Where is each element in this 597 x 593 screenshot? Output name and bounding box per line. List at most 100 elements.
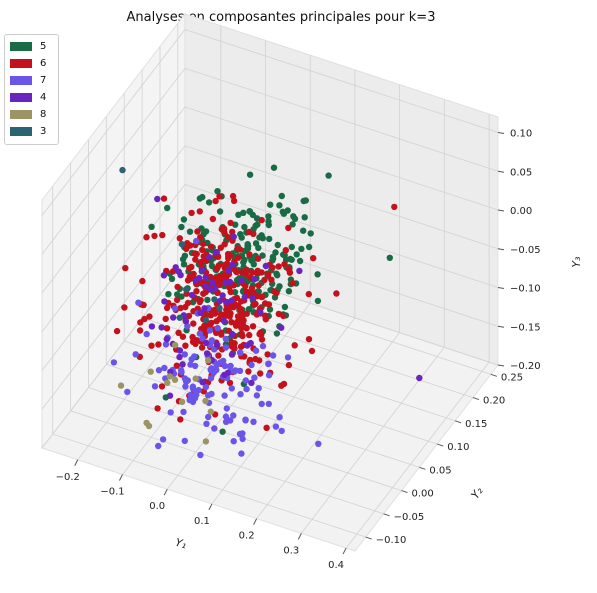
data-point (177, 304, 184, 312)
data-point (252, 355, 259, 363)
data-point (255, 244, 262, 252)
data-point (217, 359, 224, 366)
data-point (300, 227, 307, 234)
data-point (209, 215, 217, 223)
data-point (249, 269, 256, 276)
data-point (192, 256, 199, 263)
data-point (160, 195, 168, 202)
data-point (238, 325, 245, 332)
data-point (285, 265, 293, 273)
z-tick-label: −0.15 (510, 322, 541, 333)
y-tick-label: 0.15 (465, 419, 487, 430)
x-tick (208, 503, 213, 511)
y-tick (454, 420, 462, 424)
data-point (240, 259, 247, 266)
data-point (124, 388, 131, 396)
data-point (264, 270, 272, 278)
data-point (202, 228, 210, 235)
data-point (201, 305, 208, 312)
data-point (291, 342, 298, 349)
legend-item: 4 (10, 90, 46, 104)
data-point (207, 286, 214, 293)
data-point (188, 356, 195, 363)
legend-label: 5 (40, 40, 47, 52)
data-point (214, 188, 221, 195)
data-point (261, 276, 268, 284)
data-point (155, 341, 162, 348)
data-point (229, 261, 236, 268)
z-tick (497, 209, 505, 212)
chart-title: Analyses en composantes principales pour… (127, 10, 436, 25)
data-point (258, 216, 265, 224)
data-point (175, 268, 182, 275)
data-point (278, 427, 285, 435)
data-point (416, 374, 423, 382)
data-point (197, 259, 204, 266)
data-point (148, 342, 155, 349)
data-point (196, 330, 204, 337)
data-point (246, 251, 253, 258)
data-point (265, 360, 272, 368)
data-point (230, 412, 237, 419)
data-point (223, 260, 231, 267)
data-point (189, 338, 197, 345)
data-point (199, 193, 206, 201)
data-point (154, 195, 161, 203)
data-point (151, 232, 158, 240)
data-point (222, 279, 229, 286)
data-point (189, 383, 197, 390)
data-point (117, 382, 125, 389)
data-point (151, 383, 159, 390)
data-point (242, 377, 249, 384)
data-point (164, 204, 171, 212)
x-tick (74, 459, 79, 466)
legend-swatch (10, 109, 32, 119)
data-point (162, 315, 169, 323)
data-point (216, 272, 223, 280)
y-tick (490, 373, 498, 377)
data-point (166, 373, 173, 380)
data-point (243, 325, 250, 332)
z-tick (497, 170, 505, 173)
x-tick-label: 0.3 (283, 545, 299, 556)
data-point (257, 370, 264, 377)
data-point (121, 304, 128, 311)
grid-line (41, 67, 499, 255)
data-point (250, 418, 257, 425)
data-point (250, 230, 257, 237)
data-point (231, 345, 238, 352)
data-point (132, 351, 139, 358)
x-tick-label: 0.2 (239, 531, 255, 542)
data-point (188, 209, 195, 217)
data-point (207, 243, 215, 250)
data-point (191, 395, 199, 402)
y-tick (383, 513, 390, 517)
data-point (246, 208, 254, 215)
data-point (163, 336, 170, 343)
data-point (259, 342, 267, 350)
y-tick-label: 0.25 (501, 372, 523, 383)
data-point (145, 422, 153, 430)
data-point (176, 314, 183, 321)
data-point (196, 298, 203, 306)
data-point (184, 322, 191, 330)
data-point (206, 254, 213, 261)
data-point (241, 223, 248, 231)
data-point (250, 300, 257, 308)
z-tick-label: 0.10 (510, 129, 532, 140)
axis-ticks: −0.2 −0.1 0.0 0.1 0.2 0.3 0.4 −0.10 −0.05 0.00 0.0… (56, 129, 541, 572)
data-point (230, 197, 238, 205)
data-point (182, 383, 189, 390)
data-point (214, 324, 221, 332)
data-point (182, 318, 190, 325)
y-tick-label: 0.00 (411, 489, 433, 500)
data-points (110, 164, 423, 459)
data-point (274, 272, 281, 279)
z-tick (497, 248, 505, 251)
legend-label: 7 (40, 74, 47, 86)
data-point (185, 312, 193, 320)
data-point (296, 267, 303, 275)
data-point (269, 255, 277, 262)
data-point (227, 362, 234, 370)
data-point (228, 385, 235, 392)
